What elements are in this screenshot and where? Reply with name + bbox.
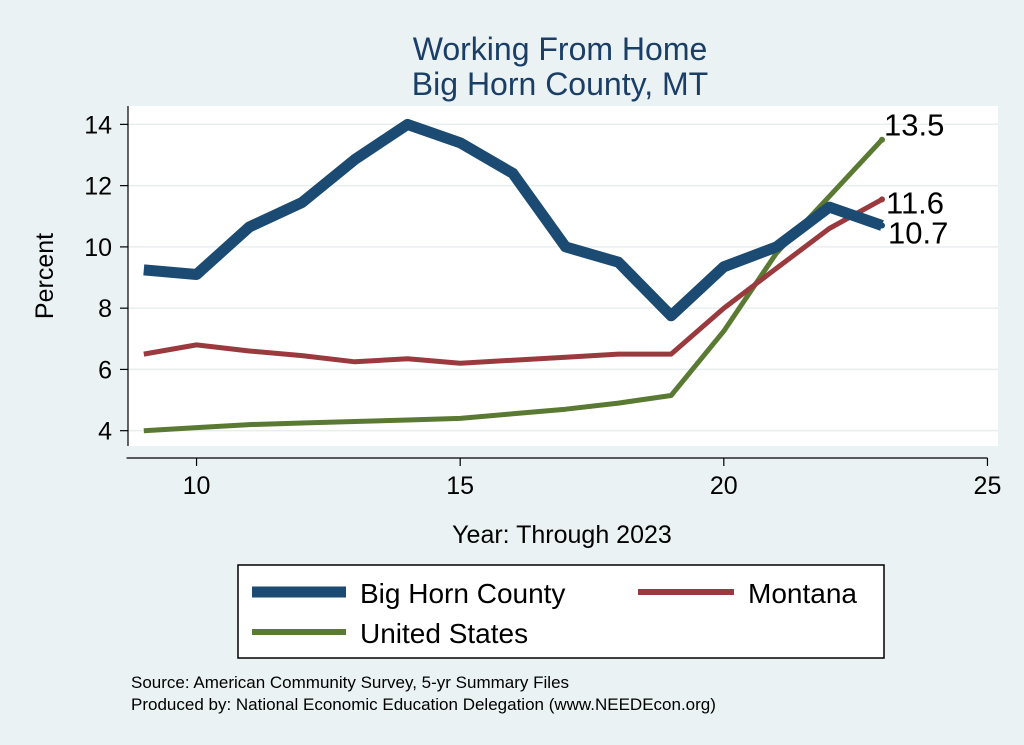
end-point-big-horn-county — [879, 222, 885, 229]
end-label-big-horn-county: 10.7 — [888, 215, 948, 250]
legend: Big Horn County Montana United States — [237, 564, 885, 659]
x-tick-label-25: 25 — [974, 472, 1002, 500]
y-axis-title: Percent — [31, 233, 59, 319]
y-tick-label-12: 12 — [84, 173, 112, 201]
producer-note: Produced by: National Economic Education… — [131, 695, 716, 714]
legend-label-united-states: United States — [360, 618, 528, 649]
y-tick-label-8: 8 — [98, 295, 112, 323]
legend-label-montana: Montana — [748, 578, 857, 609]
end-labels: 10.711.6 13.5 — [884, 108, 948, 251]
y-tick-label-14: 14 — [84, 111, 112, 139]
legend-box — [237, 564, 885, 659]
end-point-montana — [879, 196, 885, 203]
y-tick-label-4: 4 — [98, 418, 112, 446]
series-line-montana — [143, 197, 884, 366]
plot-area — [128, 106, 998, 446]
y-tick-label-6: 6 — [98, 356, 112, 384]
axes: 4 6 8 10 12 14 10 15 20 25 — [84, 106, 1001, 500]
end-label-united-states: 13.5 — [884, 108, 944, 143]
x-axis-title: Year: Through 2023 — [452, 521, 672, 549]
y-tick-label-10: 10 — [84, 234, 112, 262]
chart-title-line-1: Working From Home — [413, 31, 708, 67]
source-note: Source: American Community Survey, 5-yr … — [131, 673, 569, 692]
x-tick-label-20: 20 — [710, 472, 738, 500]
series-lines — [143, 118, 885, 434]
series-line-big-horn-county — [143, 118, 884, 322]
x-tick-label-10: 10 — [183, 472, 211, 500]
end-label-montana: 11.6 — [886, 185, 944, 220]
chart-title-line-2: Big Horn County, MT — [412, 66, 708, 102]
legend-label-big-horn-county: Big Horn County — [360, 578, 565, 609]
end-point-united-states — [879, 136, 885, 143]
x-tick-label-15: 15 — [446, 472, 474, 500]
